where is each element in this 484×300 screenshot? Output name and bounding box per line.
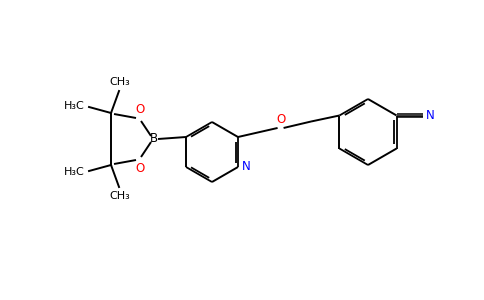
- Text: O: O: [136, 103, 145, 116]
- Text: N: N: [425, 109, 434, 122]
- Text: N: N: [242, 160, 251, 173]
- Text: O: O: [136, 162, 145, 175]
- Text: CH₃: CH₃: [110, 191, 130, 201]
- Text: CH₃: CH₃: [110, 77, 130, 87]
- Text: O: O: [276, 113, 285, 127]
- Text: B: B: [150, 133, 158, 146]
- Text: H₃C: H₃C: [64, 101, 85, 111]
- Text: H₃C: H₃C: [64, 167, 85, 177]
